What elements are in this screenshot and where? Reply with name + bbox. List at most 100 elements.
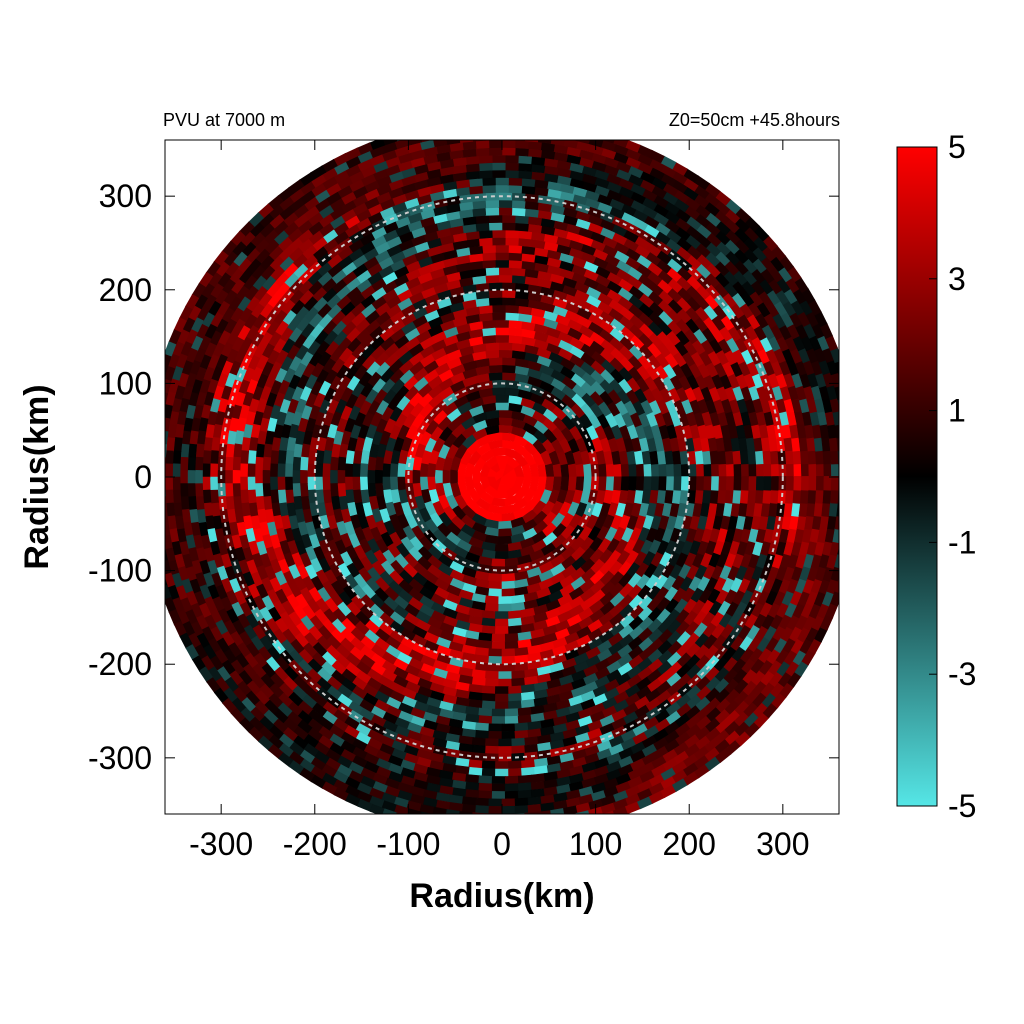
field-cell [329,469,338,485]
field-cell [732,489,742,504]
field-cell [537,119,552,128]
field-cell [239,450,250,465]
field-cell [769,449,780,465]
field-cell [517,774,533,784]
field-cell [854,463,862,477]
x-tick-label: 100 [569,826,622,862]
field-cell [498,528,513,538]
field-cell [588,128,603,139]
x-tick-label: 0 [493,826,511,862]
field-cell [513,140,529,149]
field-cell [695,462,705,478]
field-cell [838,476,839,491]
field-cell [481,252,496,262]
field-cell [299,469,308,485]
field-cell [504,162,519,171]
field-cell [842,553,853,568]
field-cell [194,456,204,472]
field-cell [537,127,552,136]
field-cell [179,456,189,472]
field-cell [491,237,506,246]
field-cell [478,782,494,792]
field-cell [504,169,519,179]
field-cell [484,670,500,680]
field-cell [635,476,645,491]
field-cell [153,418,162,433]
field-cell [254,456,264,472]
field-cell [491,304,506,313]
field-cell [487,371,503,381]
field-cell [673,476,683,491]
field-cell [442,469,451,485]
field-cell [497,199,513,208]
field-cell [815,462,825,478]
field-cell [151,496,160,510]
field-cell [224,470,233,485]
field-cell [784,449,795,465]
field-cell [620,462,630,478]
field-cell [475,805,491,814]
field-cell [247,489,257,505]
field-cell [846,450,854,464]
field-cell [497,266,513,276]
field-cell [717,449,727,465]
field-cell [583,462,593,478]
field-cell [165,509,169,524]
field-cell [254,470,263,485]
field-cell [583,476,593,492]
field-cell [491,229,506,238]
field-cell [836,436,839,452]
field-cell [491,776,507,785]
field-cell [550,816,565,826]
field-cell [854,476,862,490]
field-cell [501,222,516,231]
field-cell [845,398,855,413]
field-cell [472,125,486,133]
field-cell [284,476,294,492]
field-cell [755,476,765,491]
field-cell [165,476,174,492]
field-cell [792,488,802,504]
field-cell [504,640,520,650]
field-cell [718,476,728,491]
field-cell [277,489,287,505]
field-cell [507,184,523,194]
field-cell [276,463,286,478]
field-cell [830,462,839,478]
field-cell [488,805,503,814]
field-cell [514,797,530,807]
field-cell [520,177,536,188]
field-cell [145,418,154,433]
field-cell [643,462,653,478]
field-cell [459,811,474,814]
field-cell [850,424,859,439]
field-cell [501,580,517,590]
field-cell [501,648,517,658]
field-cell [525,827,539,836]
field-cell [770,489,780,504]
field-cell [472,828,486,836]
field-cell [575,476,585,491]
field-cell [494,686,510,695]
field-cell [498,603,513,613]
field-cell [491,169,506,178]
field-cell [733,476,742,491]
field-cell [498,813,513,814]
field-cell [344,476,354,492]
field-cell [224,483,234,498]
field-cell [247,450,257,465]
field-cell [224,456,234,472]
field-cell [494,626,510,635]
field-cell [665,476,675,491]
field-cell [299,483,309,498]
field-cell [848,528,858,543]
field-cell [517,789,533,799]
field-cell [793,476,802,491]
field-cell [511,118,525,126]
field-cell [494,334,510,343]
field-cell [344,463,354,478]
field-cell [337,469,346,485]
field-cell [143,496,152,510]
field-cell [179,483,189,498]
field-cell [494,252,510,261]
